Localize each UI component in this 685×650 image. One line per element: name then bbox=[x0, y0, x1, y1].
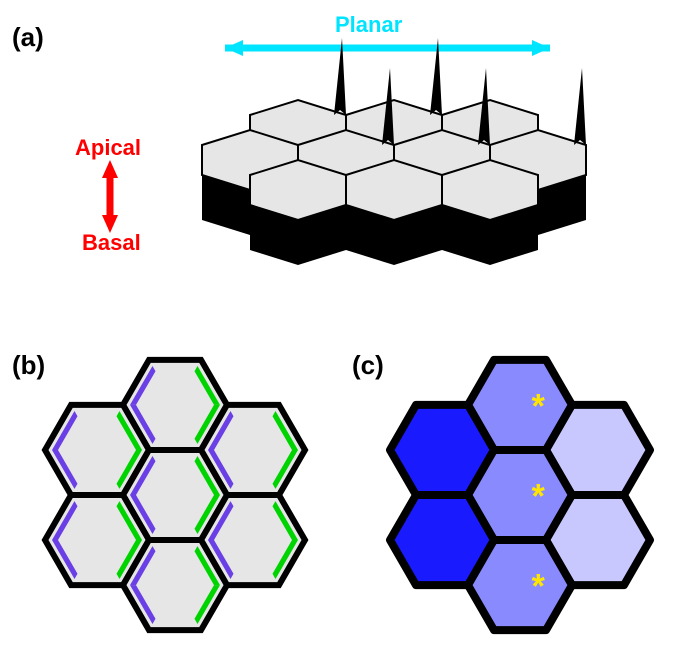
star-icon: * bbox=[532, 388, 546, 426]
apical-basal-arrow bbox=[102, 160, 118, 233]
panel-c-diagram: * * * bbox=[390, 360, 650, 630]
panel-a-diagram bbox=[102, 38, 586, 265]
planar-arrow bbox=[225, 40, 550, 56]
hexcell-front-3 bbox=[442, 160, 538, 265]
star-icon: * bbox=[532, 568, 546, 606]
hexcell bbox=[468, 540, 572, 630]
hexcell-front-1 bbox=[250, 160, 346, 265]
hexcell-front-2 bbox=[346, 160, 442, 265]
panel-b-diagram bbox=[45, 360, 305, 630]
cilium bbox=[574, 68, 586, 145]
star-icon: * bbox=[532, 478, 546, 516]
